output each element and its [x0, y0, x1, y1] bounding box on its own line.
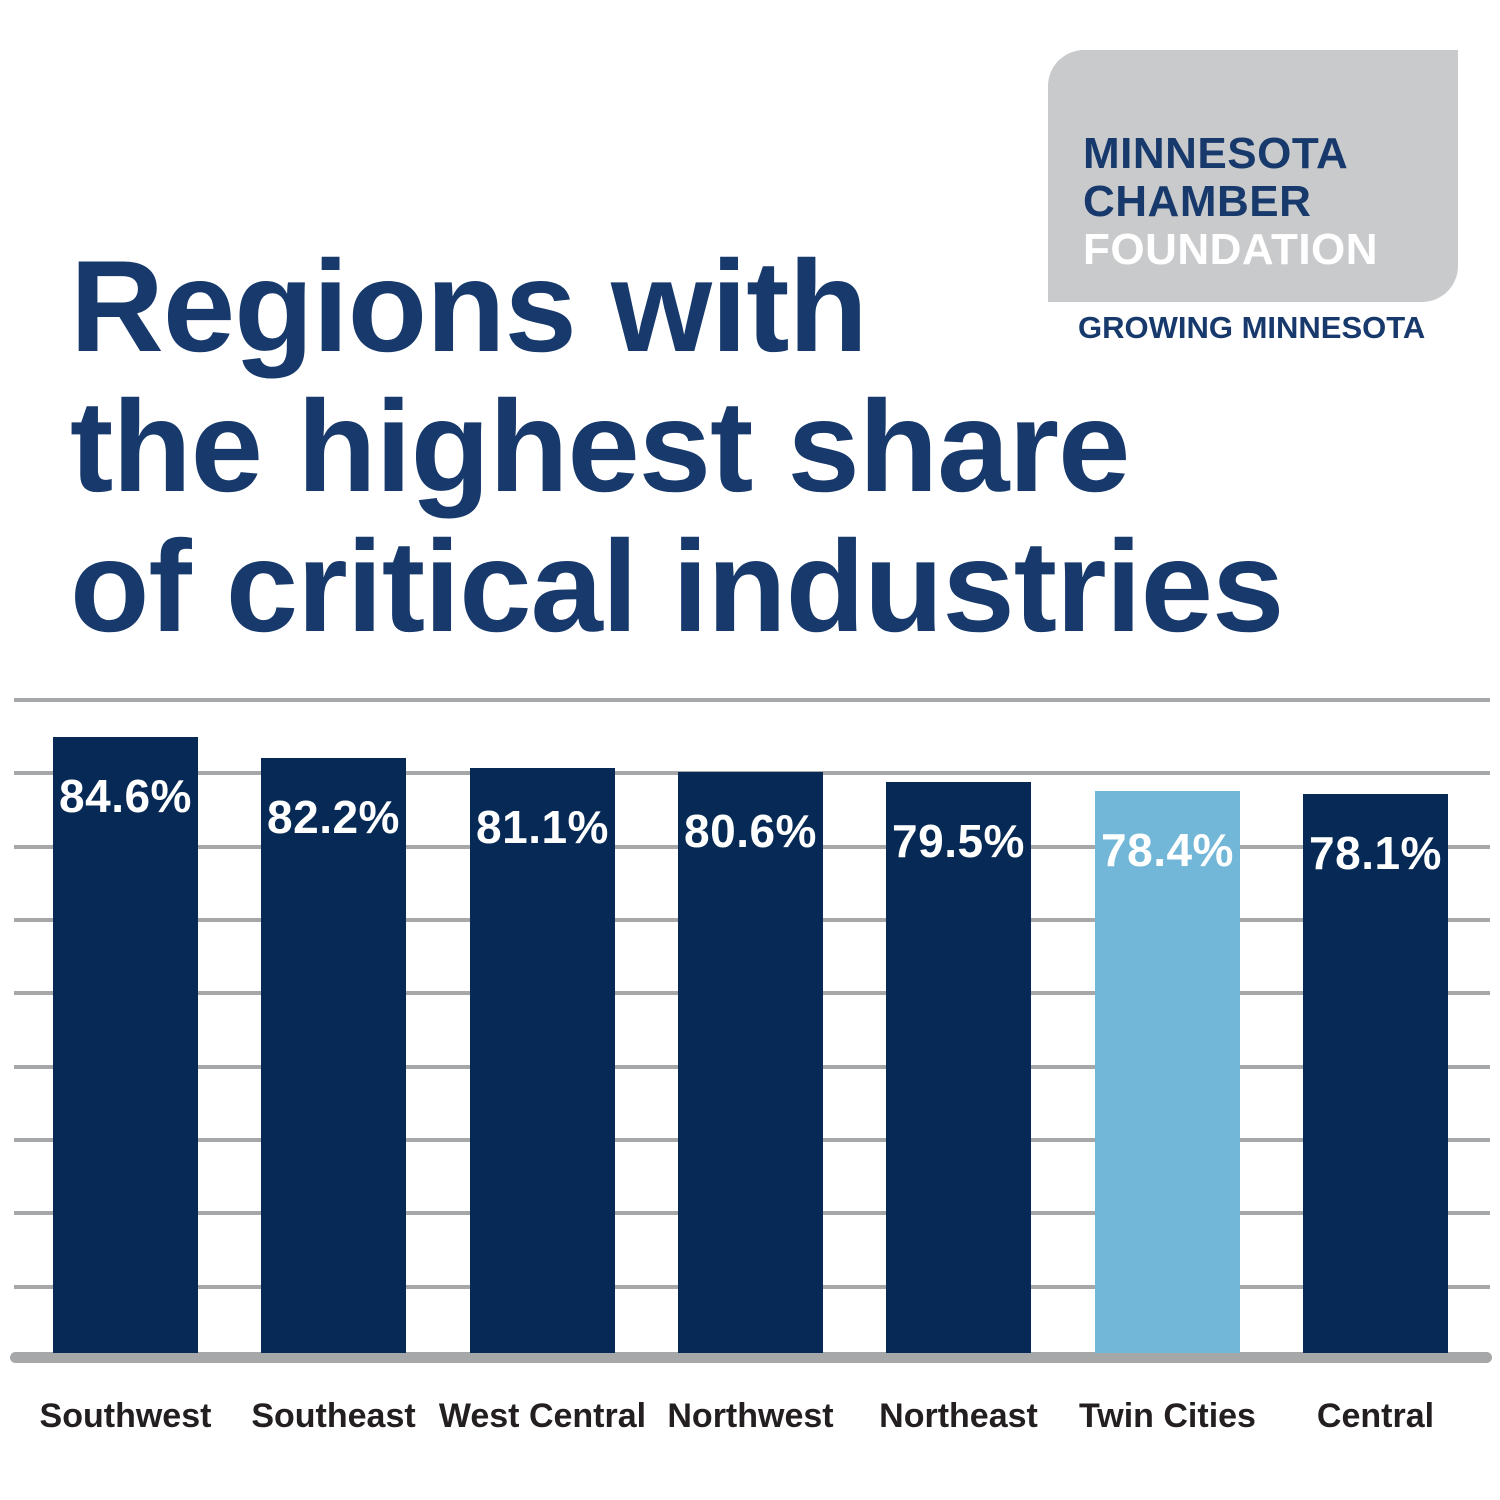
minnesota-chamber-foundation-logo: MINNESOTA CHAMBER FOUNDATION: [1048, 50, 1458, 302]
bar-value-label-central: 78.1%: [1309, 827, 1442, 879]
category-label-west-central: West Central: [438, 1397, 647, 1435]
chart-title: Regions with the highest share of critic…: [70, 233, 1284, 659]
logo-text-minnesota: MINNESOTA: [1083, 129, 1349, 178]
category-label-twin-cities: Twin Cities: [1079, 1397, 1256, 1435]
logo-tagline-growing-minnesota: GROWING MINNESOTA: [1078, 310, 1426, 345]
category-label-southwest: Southwest: [39, 1397, 212, 1435]
bar-west-central: 81.1%: [470, 768, 615, 1353]
bar-value-label-southwest: 84.6%: [59, 770, 192, 822]
bar-value-label-southeast: 82.2%: [267, 791, 400, 843]
category-label-northeast: Northeast: [879, 1397, 1038, 1435]
bar-value-label-northwest: 80.6%: [684, 805, 817, 857]
bar-central: 78.1%: [1303, 794, 1448, 1353]
bar-value-label-northeast: 79.5%: [892, 815, 1025, 867]
chart-title-line-3: of critical industries: [70, 513, 1284, 659]
category-label-southeast: Southeast: [251, 1397, 416, 1435]
chart-title-line-1: Regions with: [70, 233, 868, 379]
bar-twin-cities: 78.4%: [1095, 791, 1240, 1353]
x-axis-line: [10, 1352, 1492, 1363]
logo-text-chamber: CHAMBER: [1083, 177, 1312, 226]
category-label-northwest: Northwest: [667, 1397, 834, 1435]
logo-text-foundation: FOUNDATION: [1083, 225, 1379, 274]
bar-northeast: 79.5%: [886, 782, 1031, 1353]
bar-northwest: 80.6%: [678, 772, 823, 1353]
bar-value-label-west-central: 81.1%: [476, 801, 609, 853]
chart-title-line-2: the highest share: [70, 373, 1130, 519]
bar-southwest: 84.6%: [53, 737, 198, 1353]
category-label-central: Central: [1316, 1397, 1435, 1435]
bar-value-label-twin-cities: 78.4%: [1101, 824, 1234, 876]
gridline: [14, 698, 1490, 702]
bar-southeast: 82.2%: [261, 758, 406, 1353]
